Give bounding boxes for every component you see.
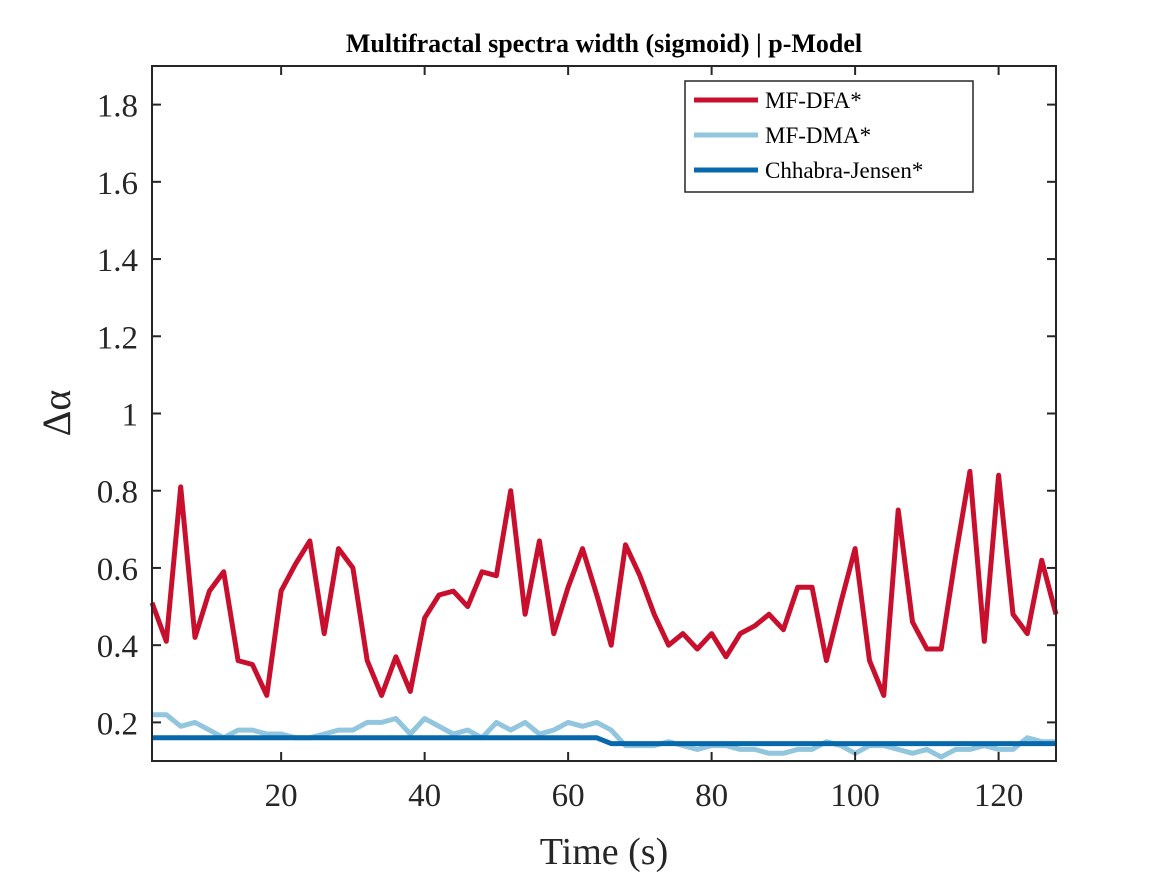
y-tick-label: 0.6	[97, 552, 138, 588]
y-tick-label: 1.4	[97, 243, 138, 279]
y-axis-label: Δα	[34, 390, 79, 437]
x-tick-label: 40	[408, 778, 441, 814]
x-axis-label: Time (s)	[540, 831, 668, 873]
x-tick-label: 120	[974, 778, 1024, 814]
ticks-layer: 20 40 60 80 100 120 0.2 0.4 0.6 0.8 1 1.2 1.4 1.6 1.8	[97, 66, 1056, 814]
series-layer	[149, 468, 1059, 760]
y-tick-label: 0.8	[97, 475, 138, 511]
y-tick-label: 1.8	[97, 89, 138, 125]
legend-label: MF-DMA*	[765, 123, 871, 148]
x-tick-label: 60	[552, 778, 585, 814]
series-line-mf-dfa	[149, 468, 1059, 698]
x-tick-label: 20	[265, 778, 298, 814]
legend-label: Chhabra-Jensen*	[765, 158, 923, 183]
x-tick-label: 100	[830, 778, 880, 814]
legend-label: MF-DFA*	[765, 88, 862, 113]
series-line-chhabra-jensen	[152, 735, 1056, 747]
chart-title: Multifractal spectra width (sigmoid) | p…	[346, 29, 862, 58]
y-tick-label: 0.2	[97, 706, 138, 742]
y-tick-label: 0.4	[97, 629, 138, 665]
y-tick-label: 1.2	[97, 320, 138, 356]
y-tick-label: 1.6	[97, 166, 138, 202]
legend: MF-DFA* MF-DMA* Chhabra-Jensen*	[684, 80, 974, 193]
y-tick-label: 1	[122, 398, 139, 434]
x-tick-label: 80	[695, 778, 728, 814]
